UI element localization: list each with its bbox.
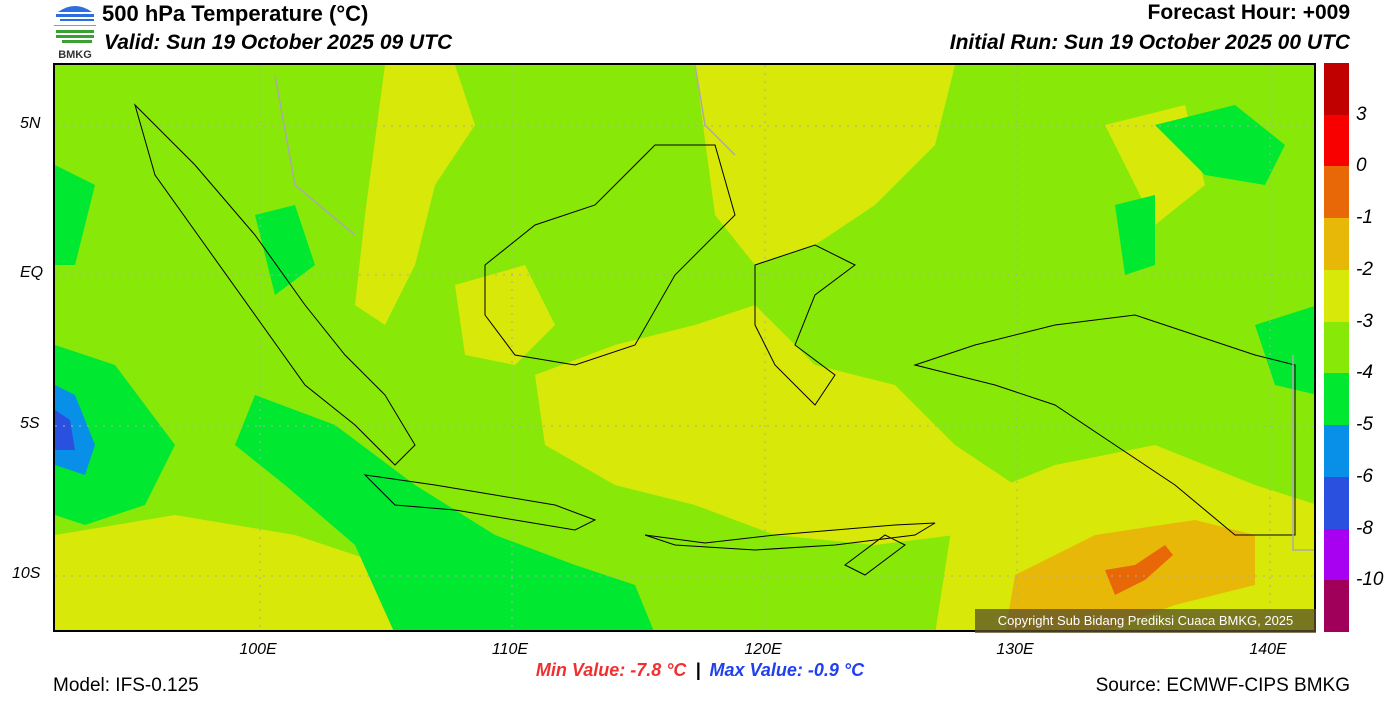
lon-label: 120E [744, 641, 782, 658]
svg-text:BMKG: BMKG [58, 49, 92, 60]
legend-swatch [1324, 580, 1349, 633]
initial-run: Initial Run: Sun 19 October 2025 00 UTC [949, 31, 1350, 54]
cool-region [55, 105, 1314, 630]
lon-label: 130E [996, 641, 1034, 658]
legend-label: -6 [1356, 465, 1373, 487]
map-title: 500 hPa Temperature (°C) [102, 1, 369, 26]
legend-swatch [1324, 166, 1349, 219]
coldest-region [55, 410, 75, 450]
min-value: Min Value: -7.8 °C [535, 660, 687, 680]
model-name: Model: IFS-0.125 [53, 675, 199, 696]
legend-label: 3 [1356, 103, 1367, 125]
lat-label: 10S [12, 565, 41, 582]
temperature-map[interactable] [53, 63, 1316, 632]
valid-time: Valid: Sun 19 October 2025 09 UTC [104, 31, 453, 54]
bmkg-logo: BMKG [52, 2, 98, 61]
legend-swatch [1324, 114, 1349, 167]
color-legend [1324, 63, 1349, 633]
legend-label: -2 [1356, 258, 1373, 280]
lon-label: 100E [239, 641, 277, 658]
legend-swatch [1324, 476, 1349, 529]
legend-label: -10 [1356, 569, 1384, 591]
legend-swatch [1324, 528, 1349, 581]
legend-swatch [1324, 218, 1349, 270]
min-max-values: Min Value: -7.8 °C | Max Value: -0.9 °C [0, 660, 1400, 681]
lat-label: 5N [20, 115, 41, 132]
lat-label: 5S [20, 415, 40, 432]
data-source: Source: ECMWF-CIPS BMKG [1095, 675, 1350, 696]
max-value: Max Value: -0.9 °C [709, 660, 865, 680]
legend-swatch [1324, 63, 1349, 115]
coastlines [133, 103, 1296, 576]
legend-swatch [1324, 269, 1349, 322]
legend-label: 0 [1356, 155, 1367, 177]
borders [274, 65, 1314, 551]
legend-label: -5 [1356, 414, 1373, 436]
lon-label: 110E [491, 641, 529, 658]
legend-label: -3 [1356, 310, 1373, 332]
cold-region [55, 385, 95, 475]
lat-label: EQ [20, 264, 44, 281]
legend-swatch [1324, 425, 1349, 477]
warmest-region [1105, 545, 1173, 595]
forecast-hour: Forecast Hour: +009 [1147, 1, 1351, 24]
legend-swatch [1324, 373, 1349, 426]
legend-label: -1 [1356, 207, 1373, 229]
separator: | [695, 660, 701, 680]
lon-label: 140E [1249, 641, 1287, 658]
copyright-note: Copyright Sub Bidang Prediksi Cuaca BMKG… [975, 609, 1316, 633]
legend-label: -4 [1356, 362, 1373, 384]
legend-label: -8 [1356, 517, 1373, 539]
legend-swatch [1324, 321, 1349, 374]
